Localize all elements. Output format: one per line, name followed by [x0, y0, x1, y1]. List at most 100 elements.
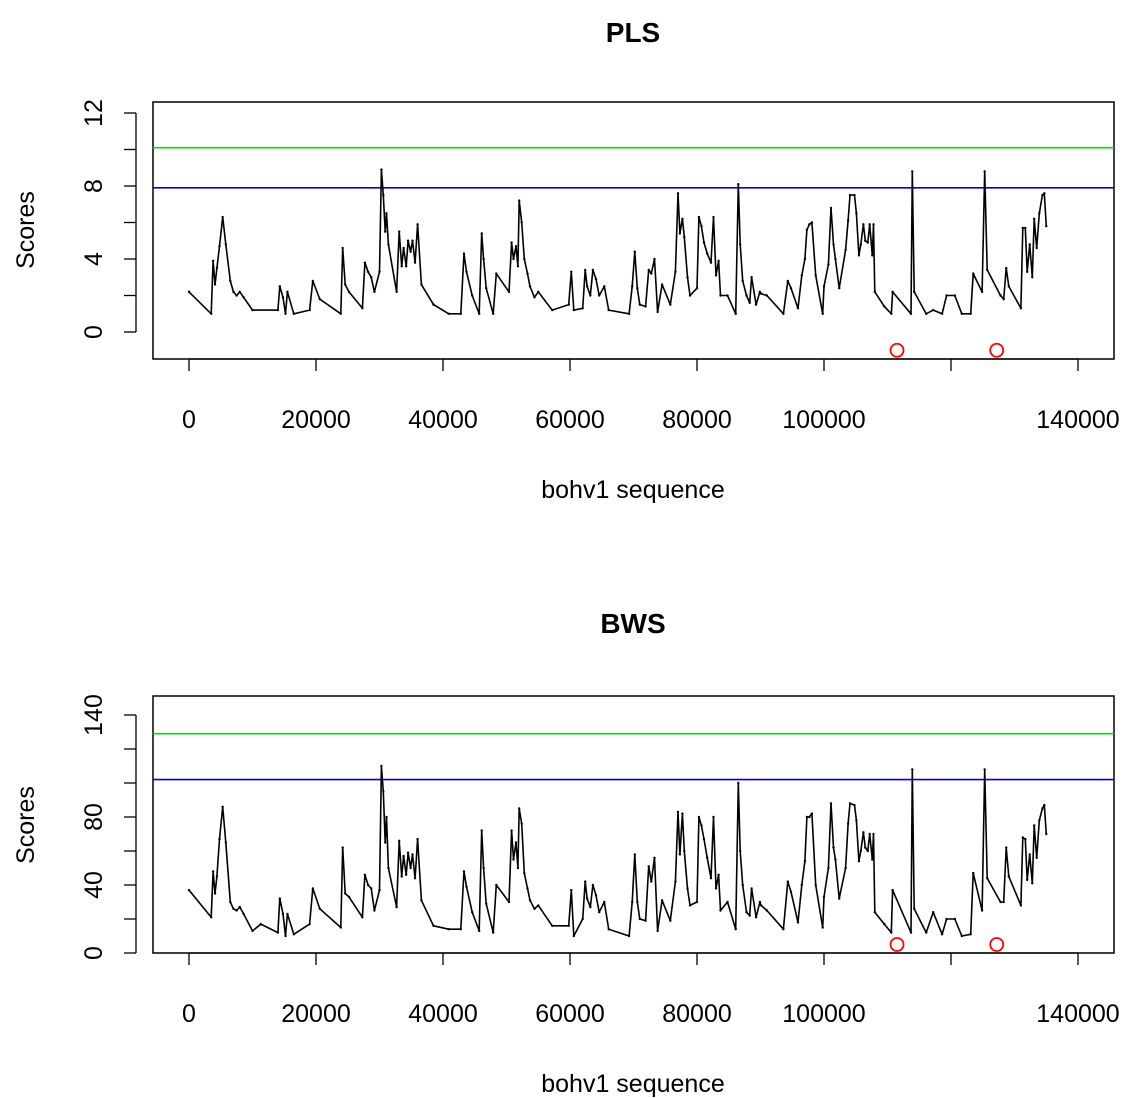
data-point: [284, 934, 287, 938]
data-point: [782, 312, 785, 315]
data-point: [674, 880, 677, 883]
data-point: [737, 781, 740, 785]
data-point: [278, 897, 282, 900]
data-point: [805, 815, 809, 819]
data-point: [482, 257, 485, 261]
data-point: [647, 268, 650, 272]
data-point: [1005, 846, 1008, 849]
data-point: [800, 274, 803, 277]
data-point: [758, 900, 762, 904]
data-point: [1024, 226, 1027, 230]
data-point: [653, 257, 656, 261]
data-point: [765, 294, 769, 297]
data-point: [373, 909, 376, 912]
y-tick-label: 140: [80, 694, 108, 736]
data-point: [477, 312, 481, 315]
data-point: [750, 887, 753, 890]
data-point: [864, 239, 867, 242]
data-point: [480, 829, 483, 832]
data-point: [745, 294, 748, 297]
data-point: [855, 819, 858, 822]
y-tick-label: 12: [80, 99, 108, 127]
x-tick-label: 140000: [1036, 1000, 1119, 1028]
data-point: [598, 911, 601, 914]
y-tick-label: 4: [80, 252, 108, 266]
data-point: [681, 812, 684, 815]
data-point: [872, 832, 875, 836]
data-point: [514, 245, 518, 248]
data-point: [890, 312, 893, 315]
data-point: [278, 285, 282, 288]
data-point: [953, 294, 957, 297]
data-point: [650, 272, 653, 275]
data-point: [1007, 285, 1010, 288]
data-point: [211, 259, 215, 263]
data-point: [834, 257, 837, 261]
series-bws: [187, 764, 1048, 938]
data-point: [221, 215, 224, 219]
data-point: [308, 308, 311, 312]
y-tick-label: 8: [80, 179, 108, 193]
data-point: [447, 312, 450, 315]
data-point: [1043, 803, 1046, 807]
data-point: [218, 245, 221, 248]
data-point: [520, 822, 523, 825]
data-point: [507, 900, 511, 904]
data-point: [650, 880, 653, 883]
data-point: [528, 899, 532, 902]
data-point: [567, 924, 570, 927]
data-point: [526, 272, 529, 275]
data-point: [411, 853, 414, 856]
data-point: [759, 292, 763, 295]
data-point: [411, 239, 414, 242]
data-point: [229, 279, 232, 283]
data-point: [789, 890, 793, 893]
data-point: [803, 257, 807, 261]
data-point: [402, 854, 405, 858]
data-point: [462, 870, 466, 873]
data-point: [221, 805, 224, 808]
data-point: [210, 312, 213, 315]
data-point: [702, 837, 706, 841]
data-point: [627, 934, 631, 938]
data-point: [570, 888, 573, 892]
data-point: [868, 223, 871, 226]
data-point: [570, 270, 573, 273]
data-point: [925, 312, 928, 315]
data-point: [789, 287, 793, 290]
data-point: [459, 312, 462, 315]
data-point: [229, 900, 232, 904]
chart-title-bws: BWS: [600, 608, 665, 639]
data-point: [873, 911, 876, 914]
data-point: [589, 294, 592, 297]
data-point: [822, 895, 826, 899]
data-point: [1041, 193, 1044, 197]
data-point: [644, 305, 647, 308]
x-axis-label-pls: bohv1 sequence: [541, 476, 724, 504]
marker-circle: [989, 342, 1005, 358]
y-axis-bws: 0 40 80 140: [80, 694, 137, 960]
marker-circle: [889, 342, 905, 358]
data-point: [366, 883, 370, 887]
data-point: [387, 243, 390, 246]
data-point: [465, 885, 468, 888]
y-tick-label: 80: [80, 803, 108, 831]
data-point: [520, 221, 523, 224]
data-point: [495, 883, 498, 887]
data-point: [631, 900, 634, 904]
data-point: [495, 272, 498, 275]
data-point: [1032, 824, 1036, 827]
data-point: [416, 837, 419, 841]
data-point: [883, 305, 886, 308]
data-point: [1007, 875, 1010, 878]
data-point: [636, 287, 639, 290]
data-point: [660, 283, 664, 286]
data-point: [678, 853, 682, 856]
data-point: [385, 212, 388, 215]
data-point: [814, 883, 817, 887]
data-point: [669, 303, 672, 306]
data-point: [669, 919, 672, 922]
data-point: [459, 928, 462, 931]
x-tick-label: 60000: [535, 406, 605, 434]
data-point: [738, 243, 742, 246]
